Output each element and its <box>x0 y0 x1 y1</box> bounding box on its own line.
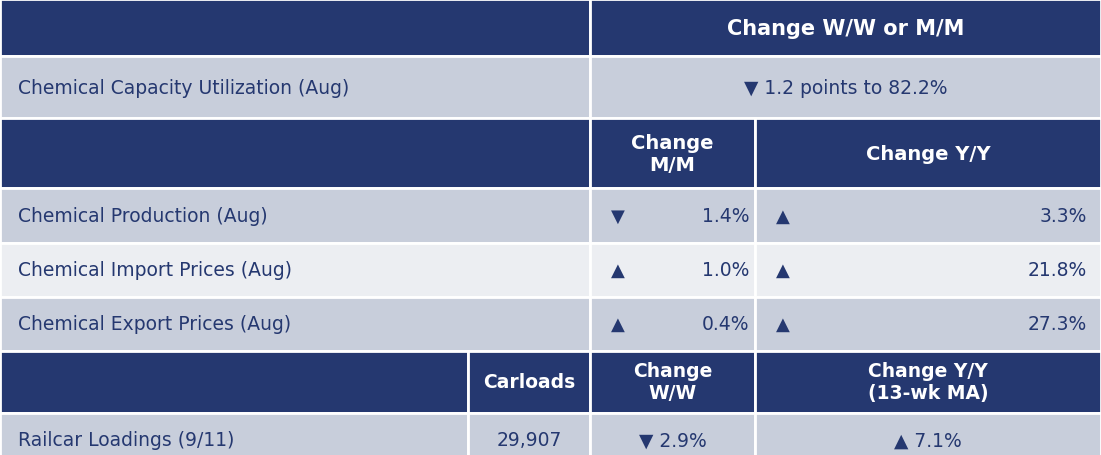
Text: Chemical Production (Aug): Chemical Production (Aug) <box>18 207 268 226</box>
FancyBboxPatch shape <box>0 243 590 297</box>
Text: ▼: ▼ <box>611 207 624 225</box>
Text: Chemical Import Prices (Aug): Chemical Import Prices (Aug) <box>18 261 292 279</box>
FancyBboxPatch shape <box>590 351 755 413</box>
FancyBboxPatch shape <box>468 413 590 455</box>
Text: ▼ 1.2 points to 82.2%: ▼ 1.2 points to 82.2% <box>744 79 947 97</box>
Text: ▲: ▲ <box>775 261 789 279</box>
Text: Change
M/M: Change M/M <box>631 134 713 174</box>
Text: ▲: ▲ <box>611 261 624 279</box>
Text: Change Y/Y
(13-wk MA): Change Y/Y (13-wk MA) <box>868 362 989 403</box>
Text: Chemical Export Prices (Aug): Chemical Export Prices (Aug) <box>18 314 291 334</box>
FancyBboxPatch shape <box>590 297 755 351</box>
Text: Change Y/Y: Change Y/Y <box>865 145 990 163</box>
FancyBboxPatch shape <box>0 119 590 189</box>
FancyBboxPatch shape <box>590 119 755 189</box>
Text: 21.8%: 21.8% <box>1027 261 1087 279</box>
Text: ▲: ▲ <box>775 315 789 333</box>
FancyBboxPatch shape <box>0 413 468 455</box>
Text: 29,907: 29,907 <box>497 430 562 450</box>
Text: 27.3%: 27.3% <box>1027 314 1087 334</box>
FancyBboxPatch shape <box>0 351 468 413</box>
FancyBboxPatch shape <box>0 297 590 351</box>
FancyBboxPatch shape <box>590 189 755 243</box>
Text: ▼ 2.9%: ▼ 2.9% <box>639 430 707 450</box>
FancyBboxPatch shape <box>755 119 1101 189</box>
FancyBboxPatch shape <box>590 0 1101 57</box>
Text: 1.4%: 1.4% <box>701 207 749 226</box>
Text: ▲: ▲ <box>611 315 624 333</box>
Text: Railcar Loadings (9/11): Railcar Loadings (9/11) <box>18 430 235 450</box>
FancyBboxPatch shape <box>0 0 590 57</box>
FancyBboxPatch shape <box>590 243 755 297</box>
FancyBboxPatch shape <box>755 243 1101 297</box>
Text: Carloads: Carloads <box>483 373 575 391</box>
Text: Chemical Capacity Utilization (Aug): Chemical Capacity Utilization (Aug) <box>18 79 349 97</box>
Text: 3.3%: 3.3% <box>1039 207 1087 226</box>
FancyBboxPatch shape <box>0 189 590 243</box>
FancyBboxPatch shape <box>755 351 1101 413</box>
FancyBboxPatch shape <box>590 413 755 455</box>
Text: Change W/W or M/M: Change W/W or M/M <box>727 19 964 39</box>
Text: 1.0%: 1.0% <box>701 261 749 279</box>
Text: Change
W/W: Change W/W <box>633 362 712 403</box>
FancyBboxPatch shape <box>755 189 1101 243</box>
FancyBboxPatch shape <box>590 57 1101 119</box>
Text: ▲ 7.1%: ▲ 7.1% <box>894 430 962 450</box>
FancyBboxPatch shape <box>755 297 1101 351</box>
Text: 0.4%: 0.4% <box>701 314 749 334</box>
Text: ▲: ▲ <box>775 207 789 225</box>
FancyBboxPatch shape <box>755 413 1101 455</box>
FancyBboxPatch shape <box>0 57 590 119</box>
FancyBboxPatch shape <box>468 351 590 413</box>
